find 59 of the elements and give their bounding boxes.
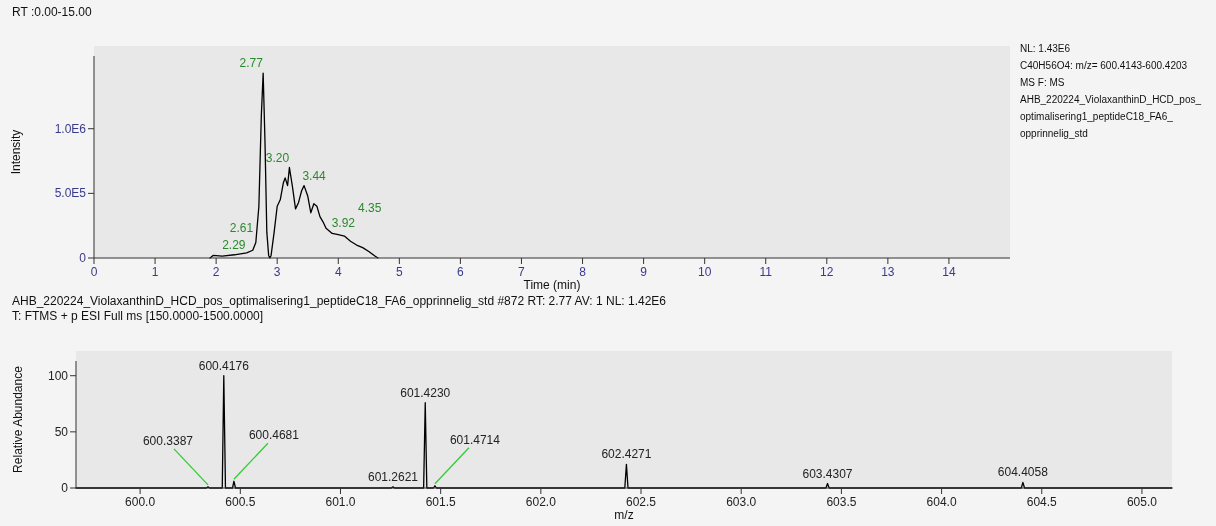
annotation: 601.4714 <box>449 432 501 447</box>
annotation: 4.35 <box>357 201 382 216</box>
x-tick-label: 603.5 <box>826 495 857 509</box>
x-tick-label: 13 <box>881 265 895 279</box>
y-tick-label: 50 <box>54 424 69 439</box>
x-tick-label: 5 <box>395 265 403 279</box>
x-tick-label: 8 <box>579 265 587 279</box>
x-tick-label: 604.0 <box>926 495 957 509</box>
y-tick-label: 0 <box>61 481 69 495</box>
y-axis-title: Relative Abundance <box>11 365 25 473</box>
text: AHB_220224_ViolaxanthinD_HCD_pos_optimalisering1_peptideC18_FA6_opprinnelig_std <box>1020 94 1202 139</box>
y-tick-label: 100 <box>47 368 69 383</box>
x-tick-label: 12 <box>820 265 834 279</box>
x-tick-label: 602.5 <box>626 495 657 509</box>
annotation: 604.4058 <box>997 465 1049 480</box>
annotation: 3.44 <box>302 168 327 183</box>
text: C40H56O4: m/z= 600.4143-600.4203 MS F: MS <box>1020 60 1188 88</box>
y-tick-label: 1.0E6 <box>54 121 87 136</box>
annotation: 3.20 <box>265 150 290 165</box>
x-tick-label: 603.0 <box>726 495 757 509</box>
x-tick-label: 3 <box>273 265 281 279</box>
x-tick-label: 2 <box>212 265 220 279</box>
x-tick-label: 1 <box>151 265 159 279</box>
chart-subtitle: T: FTMS + p ESI Full ms [150.0000-1500.0000] <box>12 309 264 323</box>
x-tick-label: 604.5 <box>1026 495 1058 509</box>
annotation: 600.4681 <box>248 428 300 443</box>
x-tick-label: 4 <box>334 265 342 279</box>
annotation: 2.77 <box>239 56 264 71</box>
x-tick-label: 602.0 <box>525 495 557 509</box>
x-tick-label: 601.5 <box>425 495 457 509</box>
x-tick-label: 601.0 <box>325 495 356 509</box>
chart-title: RT :0.00-15.00 <box>12 5 92 19</box>
text: NL: 1.43E6 <box>1020 43 1071 54</box>
x-tick-label: 11 <box>759 265 773 279</box>
x-tick-label: 9 <box>640 265 648 279</box>
chart-title: AHB_220224_ViolaxanthinD_HCD_pos_optimalisering1_peptideC18_FA6_opprinnelig_std #872 RT: 2.77 AV: 1 NL: 1.42E6 <box>12 294 667 308</box>
annotation: 600.4176 <box>198 358 250 373</box>
x-tick-label: 600.5 <box>225 495 256 509</box>
annotation: 602.4271 <box>601 447 652 462</box>
x-axis-title: m/z <box>614 508 634 522</box>
x-tick-label: 10 <box>697 265 712 279</box>
x-tick-label: 0 <box>90 265 98 279</box>
x-tick-label: 605.0 <box>1126 495 1158 509</box>
annotation: 600.3387 <box>142 433 194 448</box>
y-tick-label: 0 <box>79 251 87 265</box>
x-tick-label: 6 <box>457 265 465 279</box>
x-tick-label: 7 <box>518 265 526 279</box>
y-axis-title: Intensity <box>9 129 23 175</box>
y-tick-label: 5.0E5 <box>54 186 87 201</box>
annotation: 2.29 <box>222 237 246 252</box>
annotation: 2.61 <box>229 220 254 235</box>
line-series <box>209 72 379 259</box>
annotation: 603.4307 <box>802 466 853 481</box>
x-axis-title: Time (min) <box>523 278 581 292</box>
annotation: 601.2621 <box>367 469 419 484</box>
x-tick-label: 14 <box>942 265 956 279</box>
annotation: 3.92 <box>331 216 356 231</box>
x-tick-label: 600.0 <box>125 495 156 509</box>
annotation: 601.4230 <box>400 385 451 400</box>
